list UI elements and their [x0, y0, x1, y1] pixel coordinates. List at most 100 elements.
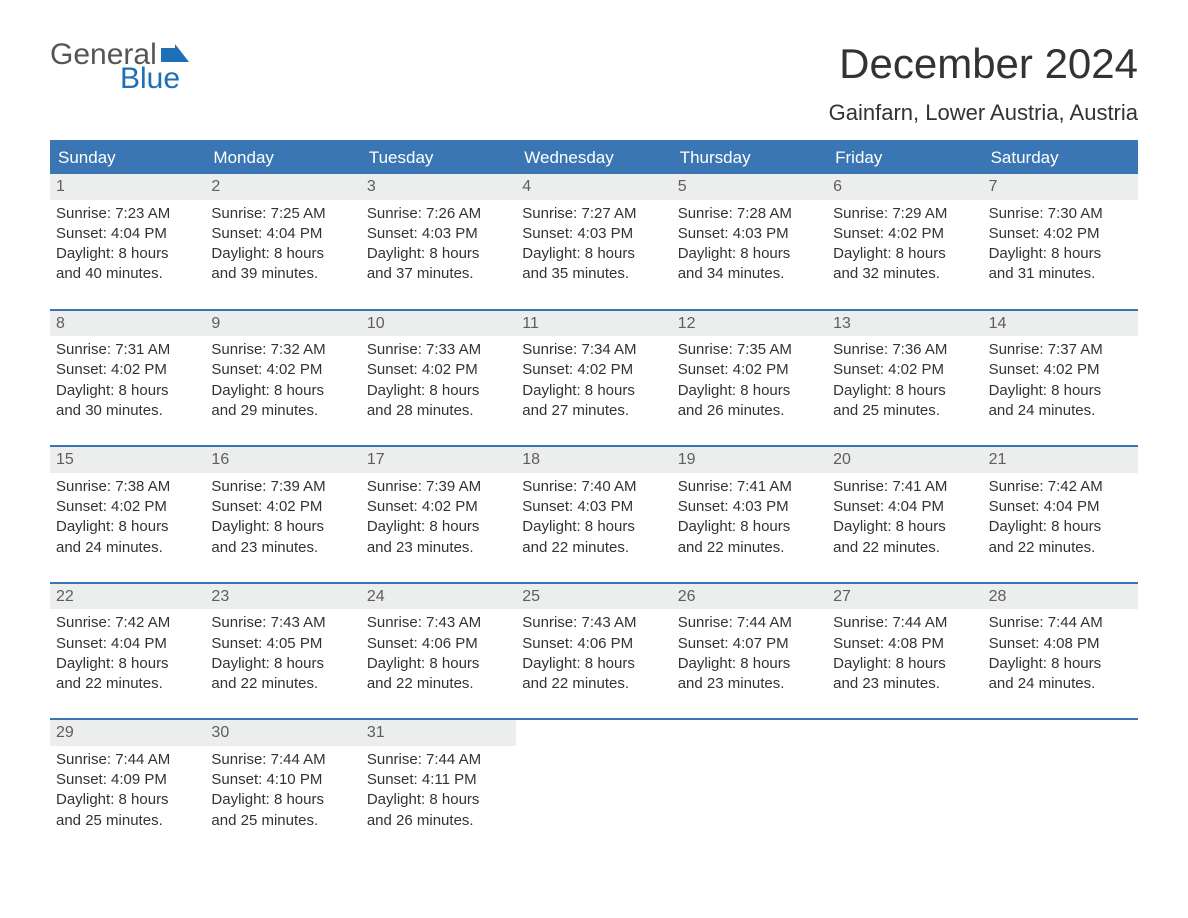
calendar-grid: SundayMondayTuesdayWednesdayThursdayFrid…	[50, 140, 1138, 837]
daylight-line-2: and 22 minutes.	[989, 538, 1132, 558]
sunrise-line: Sunrise: 7:36 AM	[833, 340, 976, 360]
day-number: 16	[205, 447, 360, 473]
daylight-line-1: Daylight: 8 hours	[989, 654, 1132, 674]
sunrise-line: Sunrise: 7:44 AM	[678, 613, 821, 633]
day-details: Sunrise: 7:43 AMSunset: 4:05 PMDaylight:…	[205, 609, 360, 700]
calendar-cell: 9Sunrise: 7:32 AMSunset: 4:02 PMDaylight…	[205, 311, 360, 428]
calendar-cell: 10Sunrise: 7:33 AMSunset: 4:02 PMDayligh…	[361, 311, 516, 428]
daylight-line-2: and 25 minutes.	[833, 401, 976, 421]
day-header-saturday: Saturday	[983, 142, 1138, 174]
day-number: 3	[361, 174, 516, 200]
day-number: 28	[983, 584, 1138, 610]
calendar-cell: 31Sunrise: 7:44 AMSunset: 4:11 PMDayligh…	[361, 720, 516, 837]
sunrise-line: Sunrise: 7:27 AM	[522, 204, 665, 224]
sunrise-line: Sunrise: 7:40 AM	[522, 477, 665, 497]
sunset-line: Sunset: 4:02 PM	[989, 360, 1132, 380]
daylight-line-1: Daylight: 8 hours	[522, 381, 665, 401]
sunset-line: Sunset: 4:02 PM	[522, 360, 665, 380]
logo-text-blue: Blue	[120, 64, 180, 94]
calendar-cell: 1Sunrise: 7:23 AMSunset: 4:04 PMDaylight…	[50, 174, 205, 291]
daylight-line-2: and 28 minutes.	[367, 401, 510, 421]
day-number: 14	[983, 311, 1138, 337]
daylight-line-1: Daylight: 8 hours	[522, 244, 665, 264]
day-details: Sunrise: 7:44 AMSunset: 4:08 PMDaylight:…	[827, 609, 982, 700]
day-details: Sunrise: 7:43 AMSunset: 4:06 PMDaylight:…	[361, 609, 516, 700]
day-number: 11	[516, 311, 671, 337]
day-number: 1	[50, 174, 205, 200]
day-header-sunday: Sunday	[50, 142, 205, 174]
daylight-line-2: and 22 minutes.	[367, 674, 510, 694]
calendar-cell: 2Sunrise: 7:25 AMSunset: 4:04 PMDaylight…	[205, 174, 360, 291]
day-header-tuesday: Tuesday	[361, 142, 516, 174]
sunset-line: Sunset: 4:06 PM	[522, 634, 665, 654]
calendar-cell	[516, 720, 671, 837]
calendar-cell: 16Sunrise: 7:39 AMSunset: 4:02 PMDayligh…	[205, 447, 360, 564]
daylight-line-2: and 23 minutes.	[367, 538, 510, 558]
sunset-line: Sunset: 4:02 PM	[678, 360, 821, 380]
day-details: Sunrise: 7:37 AMSunset: 4:02 PMDaylight:…	[983, 336, 1138, 427]
calendar-cell: 11 Sunrise: 7:34 AMSunset: 4:02 PMDayligh…	[516, 311, 671, 428]
daylight-line-2: and 32 minutes.	[833, 264, 976, 284]
daylight-line-1: Daylight: 8 hours	[678, 381, 821, 401]
calendar-cell: 24Sunrise: 7:43 AMSunset: 4:06 PMDayligh…	[361, 584, 516, 701]
sunset-line: Sunset: 4:04 PM	[56, 634, 199, 654]
sunset-line: Sunset: 4:03 PM	[367, 224, 510, 244]
daylight-line-1: Daylight: 8 hours	[833, 517, 976, 537]
day-details: Sunrise: 7:39 AMSunset: 4:02 PMDaylight:…	[205, 473, 360, 564]
calendar-cell: 29Sunrise: 7:44 AMSunset: 4:09 PMDayligh…	[50, 720, 205, 837]
daylight-line-2: and 27 minutes.	[522, 401, 665, 421]
sunrise-line: Sunrise: 7:39 AM	[211, 477, 354, 497]
day-number: 25	[516, 584, 671, 610]
daylight-line-2: and 22 minutes.	[678, 538, 821, 558]
day-details: Sunrise: 7:38 AMSunset: 4:02 PMDaylight:…	[50, 473, 205, 564]
sunset-line: Sunset: 4:07 PM	[678, 634, 821, 654]
day-details: Sunrise: 7:44 AMSunset: 4:08 PMDaylight:…	[983, 609, 1138, 700]
day-number: 7	[983, 174, 1138, 200]
day-details: Sunrise: 7:36 AMSunset: 4:02 PMDaylight:…	[827, 336, 982, 427]
day-details: Sunrise: 7:29 AMSunset: 4:02 PMDaylight:…	[827, 200, 982, 291]
sunrise-line: Sunrise: 7:41 AM	[678, 477, 821, 497]
day-number: 10	[361, 311, 516, 337]
sunset-line: Sunset: 4:06 PM	[367, 634, 510, 654]
day-details: Sunrise: 7:31 AMSunset: 4:02 PMDaylight:…	[50, 336, 205, 427]
calendar-cell: 19Sunrise: 7:41 AMSunset: 4:03 PMDayligh…	[672, 447, 827, 564]
daylight-line-2: and 23 minutes.	[211, 538, 354, 558]
daylight-line-1: Daylight: 8 hours	[678, 517, 821, 537]
sunrise-line: Sunrise: 7:37 AM	[989, 340, 1132, 360]
daylight-line-1: Daylight: 8 hours	[56, 381, 199, 401]
day-number: 13	[827, 311, 982, 337]
day-number: 19	[672, 447, 827, 473]
daylight-line-2: and 26 minutes.	[678, 401, 821, 421]
sunrise-line: Sunrise: 7:34 AM	[522, 340, 665, 360]
day-details: Sunrise: 7:30 AMSunset: 4:02 PMDaylight:…	[983, 200, 1138, 291]
sunset-line: Sunset: 4:04 PM	[56, 224, 199, 244]
day-number: 2	[205, 174, 360, 200]
calendar-cell: 23Sunrise: 7:43 AMSunset: 4:05 PMDayligh…	[205, 584, 360, 701]
page-title: December 2024	[839, 40, 1138, 88]
calendar-cell: 6Sunrise: 7:29 AMSunset: 4:02 PMDaylight…	[827, 174, 982, 291]
sunrise-line: Sunrise: 7:23 AM	[56, 204, 199, 224]
daylight-line-2: and 39 minutes.	[211, 264, 354, 284]
daylight-line-2: and 22 minutes.	[522, 538, 665, 558]
daylight-line-1: Daylight: 8 hours	[367, 244, 510, 264]
calendar-cell: 8Sunrise: 7:31 AMSunset: 4:02 PMDaylight…	[50, 311, 205, 428]
daylight-line-1: Daylight: 8 hours	[56, 790, 199, 810]
sunrise-line: Sunrise: 7:39 AM	[367, 477, 510, 497]
day-number: 22	[50, 584, 205, 610]
calendar-cell: 17Sunrise: 7:39 AMSunset: 4:02 PMDayligh…	[361, 447, 516, 564]
daylight-line-2: and 24 minutes.	[989, 674, 1132, 694]
day-number: 18	[516, 447, 671, 473]
sunset-line: Sunset: 4:04 PM	[211, 224, 354, 244]
sunrise-line: Sunrise: 7:38 AM	[56, 477, 199, 497]
daylight-line-1: Daylight: 8 hours	[522, 517, 665, 537]
sunset-line: Sunset: 4:04 PM	[833, 497, 976, 517]
day-details: Sunrise: 7:26 AMSunset: 4:03 PMDaylight:…	[361, 200, 516, 291]
daylight-line-2: and 34 minutes.	[678, 264, 821, 284]
calendar-cell: 21Sunrise: 7:42 AMSunset: 4:04 PMDayligh…	[983, 447, 1138, 564]
daylight-line-1: Daylight: 8 hours	[56, 654, 199, 674]
calendar-cell: 25Sunrise: 7:43 AMSunset: 4:06 PMDayligh…	[516, 584, 671, 701]
calendar-cell: 3Sunrise: 7:26 AMSunset: 4:03 PMDaylight…	[361, 174, 516, 291]
day-number: 27	[827, 584, 982, 610]
daylight-line-2: and 37 minutes.	[367, 264, 510, 284]
daylight-line-1: Daylight: 8 hours	[522, 654, 665, 674]
